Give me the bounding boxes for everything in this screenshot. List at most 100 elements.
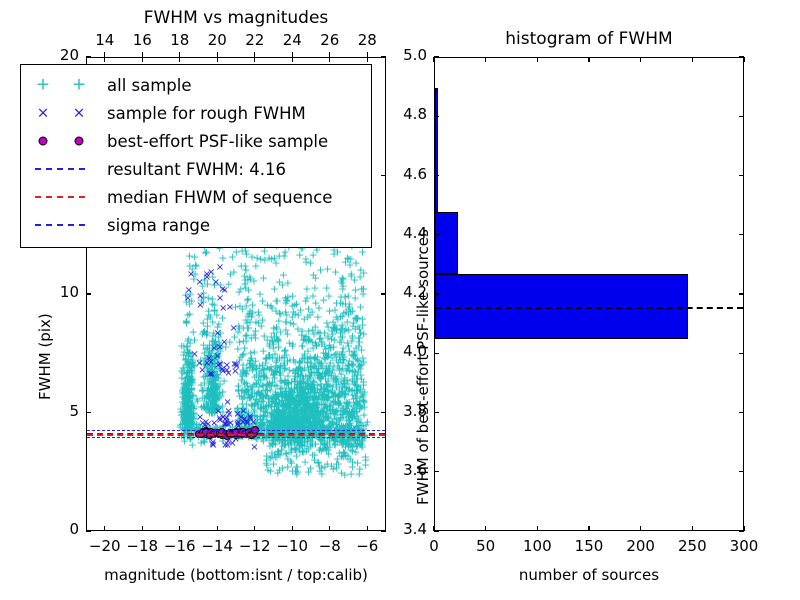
scatter-point-all-sample: + [344, 407, 354, 421]
scatter-point-all-sample: + [180, 395, 190, 409]
scatter-point-all-sample: + [206, 364, 216, 378]
scatter-point-all-sample: + [278, 433, 288, 447]
scatter-point-all-sample: + [264, 376, 275, 390]
scatter-point-all-sample: + [302, 398, 312, 412]
scatter-point-all-sample: + [182, 413, 192, 427]
fwhm-histogram-axes[interactable] [434, 57, 744, 531]
scatter-point-all-sample: + [182, 417, 192, 431]
scatter-point-all-sample: + [323, 262, 333, 276]
scatter-point-all-sample: + [211, 352, 221, 366]
scatter-point-all-sample: + [271, 256, 281, 270]
right-y-tick [434, 174, 439, 177]
legend-item[interactable]: sigma range [21, 211, 371, 239]
scatter-point-all-sample: + [280, 390, 290, 404]
scatter-point-all-sample: + [270, 420, 281, 434]
scatter-point-all-sample: + [296, 385, 306, 399]
scatter-point-all-sample: + [328, 416, 338, 430]
scatter-point-all-sample: + [185, 357, 195, 371]
scatter-point-all-sample: + [181, 416, 191, 430]
scatter-point-all-sample: + [184, 390, 194, 404]
scatter-point-all-sample: + [250, 396, 260, 410]
scatter-point-all-sample: + [280, 399, 290, 413]
scatter-point-all-sample: + [281, 405, 291, 419]
scatter-point-all-sample: + [189, 333, 200, 347]
scatter-point-all-sample: + [339, 377, 349, 391]
scatter-point-all-sample: + [349, 377, 359, 391]
scatter-point-all-sample: + [202, 352, 212, 366]
right-x-tick-top [691, 57, 694, 62]
scatter-point-all-sample: + [284, 400, 295, 414]
scatter-point-all-sample: + [335, 411, 346, 425]
legend-item[interactable]: + + all sample [21, 71, 371, 99]
scatter-point-all-sample: + [310, 271, 321, 285]
scatter-point-all-sample: + [210, 395, 220, 409]
scatter-point-all-sample: + [202, 383, 212, 397]
scatter-point-all-sample: + [241, 384, 251, 398]
scatter-point-rough-sample: × [231, 365, 240, 377]
scatter-point-all-sample: + [185, 364, 195, 378]
scatter-point-all-sample: + [321, 342, 331, 356]
legend-item[interactable]: × × sample for rough FWHM [21, 99, 371, 127]
scatter-point-all-sample: + [192, 421, 202, 435]
scatter-point-all-sample: + [284, 415, 295, 429]
legend-item[interactable]: best-effort PSF-like sample [21, 127, 371, 155]
scatter-point-all-sample: + [358, 390, 368, 404]
scatter-point-all-sample: + [214, 361, 225, 375]
scatter-point-all-sample: + [273, 413, 283, 427]
scatter-point-all-sample: + [283, 460, 293, 474]
scatter-point-all-sample: + [323, 385, 334, 399]
scatter-point-all-sample: + [297, 324, 307, 338]
scatter-point-all-sample: + [272, 353, 282, 367]
scatter-point-all-sample: + [214, 317, 224, 331]
scatter-point-all-sample: + [297, 445, 308, 459]
scatter-point-all-sample: + [250, 324, 261, 338]
scatter-point-all-sample: + [323, 443, 333, 457]
scatter-point-all-sample: + [307, 404, 317, 418]
scatter-point-all-sample: + [343, 307, 354, 321]
scatter-point-all-sample: + [212, 338, 222, 352]
scatter-point-all-sample: + [316, 369, 326, 383]
scatter-point-all-sample: + [357, 440, 367, 454]
scatter-point-all-sample: + [255, 429, 265, 443]
scatter-point-all-sample: + [196, 400, 206, 414]
scatter-point-all-sample: + [276, 368, 286, 382]
scatter-point-all-sample: + [268, 410, 278, 424]
scatter-point-all-sample: + [308, 393, 319, 407]
scatter-point-all-sample: + [287, 310, 297, 324]
scatter-point-all-sample: + [272, 414, 282, 428]
scatter-point-all-sample: + [209, 326, 219, 340]
scatter-point-all-sample: + [340, 380, 350, 394]
scatter-point-rough-sample: × [224, 406, 233, 418]
scatter-point-all-sample: + [355, 326, 365, 340]
legend-item[interactable]: median FHWM of sequence [21, 183, 371, 211]
legend[interactable]: + + all sample × × sample for rough FWHM best-… [20, 64, 372, 248]
scatter-point-all-sample: + [270, 365, 281, 379]
legend-item[interactable]: resultant FWHM: 4.16 [21, 155, 371, 183]
scatter-point-all-sample: + [354, 415, 364, 429]
scatter-point-all-sample: + [353, 331, 364, 345]
scatter-point-all-sample: + [351, 412, 361, 426]
scatter-point-all-sample: + [321, 383, 331, 397]
scatter-point-all-sample: + [324, 304, 335, 318]
scatter-point-all-sample: + [361, 453, 371, 467]
scatter-point-all-sample: + [202, 358, 212, 372]
scatter-point-rough-sample: × [207, 369, 217, 381]
scatter-point-all-sample: + [257, 313, 268, 327]
scatter-point-all-sample: + [343, 449, 353, 463]
scatter-point-all-sample: + [199, 290, 209, 304]
right-x-tick-top [588, 57, 590, 62]
scatter-point-all-sample: + [275, 364, 285, 378]
scatter-point-all-sample: + [240, 366, 251, 380]
scatter-point-all-sample: + [291, 467, 301, 481]
scatter-point-all-sample: + [244, 307, 254, 321]
scatter-point-all-sample: + [295, 303, 305, 317]
scatter-point-all-sample: + [285, 403, 295, 417]
scatter-point-all-sample: + [305, 400, 315, 414]
scatter-point-all-sample: + [303, 417, 314, 431]
scatter-point-all-sample: + [303, 385, 313, 399]
scatter-point-all-sample: + [293, 410, 303, 424]
scatter-point-all-sample: + [353, 320, 363, 334]
scatter-point-all-sample: + [237, 348, 247, 362]
scatter-point-all-sample: + [177, 408, 187, 422]
scatter-point-all-sample: + [338, 449, 348, 463]
